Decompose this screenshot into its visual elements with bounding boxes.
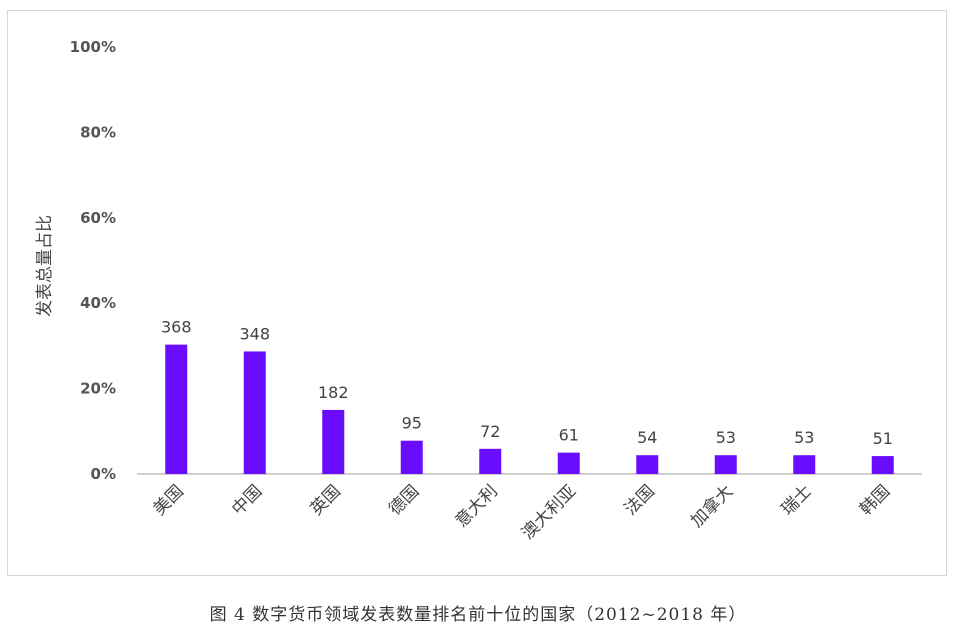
data-label: 348: [239, 324, 270, 343]
bar: [400, 440, 423, 474]
data-label: 53: [794, 428, 814, 447]
x-tick-label: 加拿大: [686, 481, 737, 532]
x-tick-label: 法国: [621, 481, 659, 519]
bar: [714, 455, 737, 474]
x-tick-label: 韩国: [856, 481, 894, 519]
bar: [871, 456, 894, 474]
data-label: 51: [873, 429, 893, 448]
x-tick-label: 中国: [228, 481, 266, 519]
x-tick-label: 美国: [150, 481, 188, 519]
x-tick-label: 意大利: [452, 481, 502, 531]
y-axis-label: 发表总量占比: [35, 215, 55, 317]
x-tick-label: 德国: [385, 481, 423, 519]
x-axis-ticks: 美国 中国 英国 德国 意大利 澳大利亚 法国 加拿大 瑞士 韩国: [150, 481, 895, 544]
figure-caption: 图 4 数字货币领域发表数量排名前十位的国家（2012~2018 年）: [209, 605, 747, 625]
bar: [243, 351, 266, 474]
x-tick-label: 瑞士: [778, 481, 816, 519]
data-label: 182: [318, 383, 349, 402]
y-axis-ticks: 0% 20% 40% 60% 80% 100%: [70, 38, 116, 483]
data-label: 53: [716, 428, 736, 447]
y-tick-label: 20%: [80, 380, 116, 398]
data-labels: 368 348 182 95 72 61 54 53 53 51: [161, 318, 893, 448]
bar: [322, 409, 345, 474]
bar: [636, 455, 659, 474]
y-tick-label: 40%: [80, 294, 116, 312]
bar-chart: 0% 20% 40% 60% 80% 100% 368 348 182 95 72 61 54 53 53…: [35, 38, 922, 544]
x-tick-label: 澳大利亚: [518, 481, 580, 543]
bar: [557, 452, 580, 474]
chart-frame: [7, 10, 947, 576]
y-tick-label: 60%: [80, 209, 116, 227]
data-label: 54: [637, 428, 657, 447]
data-label: 72: [480, 422, 500, 441]
data-label: 95: [402, 414, 422, 433]
bar: [479, 448, 502, 474]
x-tick-label: 英国: [307, 481, 345, 519]
bar: [793, 455, 816, 474]
y-tick-label: 100%: [70, 38, 116, 56]
data-label: 368: [161, 318, 192, 337]
bar: [165, 344, 188, 474]
bars: [165, 344, 894, 474]
data-label: 61: [559, 426, 579, 445]
y-tick-label: 0%: [91, 465, 116, 483]
y-tick-label: 80%: [80, 123, 116, 141]
